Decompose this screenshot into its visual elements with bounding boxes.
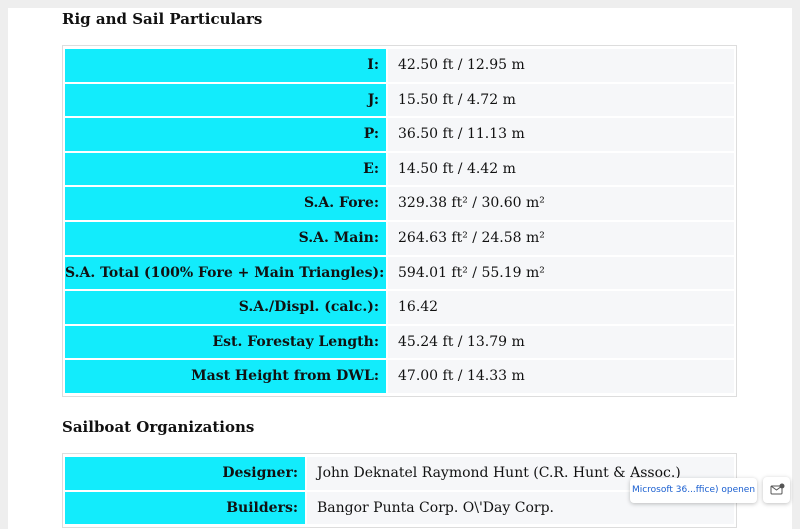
row-label: I:: [65, 49, 386, 82]
table-row: J: 15.50 ft / 4.72 m: [65, 83, 734, 117]
row-label: Builders:: [65, 491, 305, 525]
row-label: Est. Forestay Length:: [65, 325, 386, 359]
section-title: Rig and Sail Particulars: [62, 10, 263, 28]
row-label: E:: [65, 152, 386, 186]
table-row: S.A./Displ. (calc.): 16.42: [65, 291, 734, 324]
table-row: Builders: Bangor Punta Corp. O\'Day Corp.: [65, 491, 734, 525]
row-value: 264.63 ft² / 24.58 m²: [388, 221, 734, 255]
table-row: E: 14.50 ft / 4.42 m: [65, 152, 734, 186]
row-value: 329.38 ft² / 30.60 m²: [388, 187, 734, 220]
open-in-app-button[interactable]: Microsoft 36...ffice) openen: [630, 478, 757, 503]
row-label: S.A. Main:: [65, 221, 386, 255]
row-label: J:: [65, 83, 386, 117]
share-icon: [770, 483, 785, 495]
row-label: P:: [65, 118, 386, 151]
row-label: S.A. Fore:: [65, 187, 386, 220]
table-row: S.A. Fore: 329.38 ft² / 30.60 m²: [65, 187, 734, 220]
row-value: 15.50 ft / 4.72 m: [388, 83, 734, 117]
row-value: 16.42: [388, 291, 734, 324]
page: Rig and Sail Particulars I: 42.50 ft / 12.…: [8, 8, 792, 529]
table-row: Est. Forestay Length: 45.24 ft / 13.79 m: [65, 325, 734, 359]
table-row: Designer: John Deknatel Raymond Hunt (C.R…: [65, 457, 734, 490]
row-label: S.A. Total (100% Fore + Main Triangles):: [65, 256, 386, 290]
table-row: Mast Height from DWL: 47.00 ft / 14.33 m: [65, 360, 734, 393]
table-row: P: 36.50 ft / 11.13 m: [65, 118, 734, 151]
row-label: Mast Height from DWL:: [65, 360, 386, 393]
row-value: 14.50 ft / 4.42 m: [388, 152, 734, 186]
table-row: S.A. Main: 264.63 ft² / 24.58 m²: [65, 221, 734, 255]
share-button[interactable]: [763, 477, 790, 503]
section-title: Sailboat Organizations: [62, 418, 255, 436]
row-value: 594.01 ft² / 55.19 m²: [388, 256, 734, 290]
row-value: 36.50 ft / 11.13 m: [388, 118, 734, 151]
table-row: I: 42.50 ft / 12.95 m: [65, 49, 734, 82]
row-value: 47.00 ft / 14.33 m: [388, 360, 734, 393]
table: Designer: John Deknatel Raymond Hunt (C.R…: [62, 453, 737, 529]
table-row: S.A. Total (100% Fore + Main Triangles):…: [65, 256, 734, 290]
row-label: S.A./Displ. (calc.):: [65, 291, 386, 324]
row-value: 45.24 ft / 13.79 m: [388, 325, 734, 359]
row-value: 42.50 ft / 12.95 m: [388, 49, 734, 82]
row-label: Designer:: [65, 457, 305, 490]
